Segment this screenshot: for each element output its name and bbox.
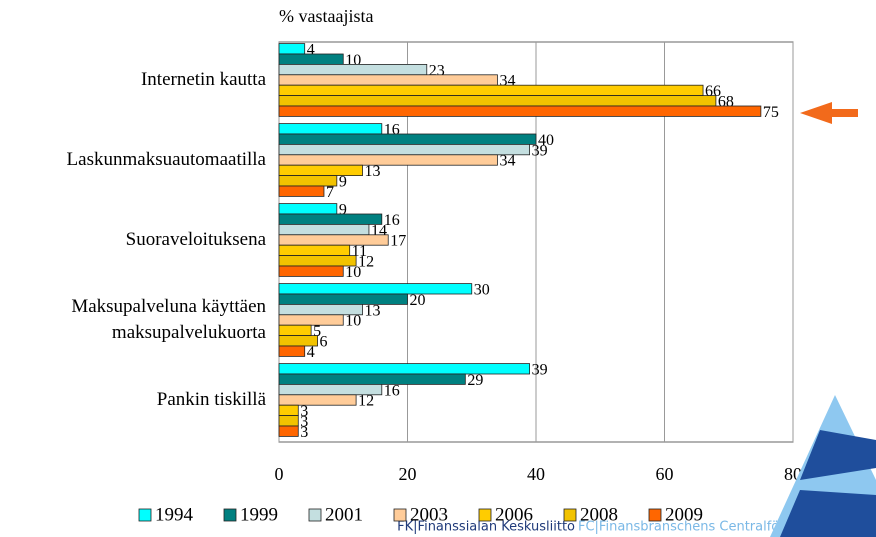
data-label: 16 [384, 382, 400, 399]
bar [278, 234, 389, 246]
bar [278, 363, 530, 375]
legend-swatch [393, 508, 407, 522]
x-tick-label: 40 [527, 464, 545, 484]
bar [278, 164, 363, 176]
arrow [800, 102, 858, 124]
legend-label: 2001 [325, 504, 363, 525]
axis-label: % vastaajista [279, 6, 373, 26]
bar [278, 404, 299, 417]
legend-swatch [223, 508, 237, 522]
data-label: 9 [339, 201, 347, 218]
data-label: 39 [532, 361, 548, 378]
logo [770, 395, 876, 537]
y-tick-label: Suoraveloituksena [125, 229, 266, 250]
data-label: 12 [358, 253, 374, 270]
y-tick-label: Maksupalveluna käyttäen maksupalvelukuor… [71, 296, 266, 343]
data-label: 39 [532, 142, 548, 159]
data-label: 16 [384, 212, 400, 229]
bar [278, 324, 312, 337]
data-label: 17 [390, 233, 406, 250]
legend-label: 1999 [240, 504, 278, 525]
data-label: 10 [345, 313, 361, 330]
bar [278, 223, 370, 236]
bar [278, 105, 762, 117]
bar [278, 213, 383, 225]
data-label: 3 [300, 424, 308, 441]
legend-swatch [138, 508, 152, 522]
data-label: 30 [474, 281, 490, 298]
bar [278, 425, 299, 437]
data-label: 3 [300, 403, 308, 420]
bar [278, 203, 338, 215]
data-label: 34 [499, 153, 515, 170]
bar [278, 185, 325, 197]
data-label: 7 [326, 184, 334, 201]
legend-swatch [478, 508, 492, 522]
legend-label: 2009 [665, 504, 703, 525]
data-label: 20 [410, 292, 426, 309]
data-label: 4 [307, 41, 315, 58]
bar [278, 345, 306, 357]
data-label: 40 [538, 132, 554, 149]
bar [278, 133, 537, 145]
data-label: 13 [365, 163, 381, 180]
y-tick-label: Internetin kautta [140, 69, 266, 90]
x-tick-label: 60 [656, 464, 674, 484]
data-label: 12 [358, 393, 374, 410]
footer-left: FK|Finanssialan Keskusliitto [397, 520, 575, 535]
bar [278, 283, 473, 295]
legend-swatch [648, 508, 662, 522]
x-tick-label: 0 [275, 464, 284, 484]
legend-label: 2006 [495, 504, 533, 525]
bar [278, 74, 498, 86]
legend-swatch [308, 508, 322, 522]
bar [278, 84, 704, 96]
bar [278, 415, 299, 427]
bar [278, 154, 498, 166]
data-label: 10 [345, 264, 361, 281]
legend-label: 2008 [580, 504, 618, 525]
data-label: 3 [300, 413, 308, 430]
x-tick-label: 20 [399, 464, 417, 484]
y-tick-label: Pankin tiskillä [156, 389, 266, 410]
data-label: 75 [763, 104, 779, 121]
bar [278, 95, 717, 107]
bar [278, 293, 408, 305]
data-label: 4 [307, 344, 315, 361]
legend-label: 2003 [410, 504, 448, 525]
data-label: 6 [320, 333, 328, 350]
y-tick-label: Laskunmaksuautomaatilla [66, 149, 266, 170]
data-label: 13 [365, 302, 381, 319]
data-label: 5 [313, 323, 321, 340]
legend-label: 1994 [155, 504, 194, 525]
data-label: 9 [339, 173, 347, 190]
bar [278, 314, 344, 326]
bar [278, 64, 428, 76]
bar [278, 373, 466, 385]
legend-swatch [563, 508, 577, 522]
bar [278, 244, 351, 256]
bar [278, 43, 306, 55]
bar [278, 53, 344, 65]
bar [278, 123, 383, 135]
bar [278, 394, 357, 406]
footer-right: FC|Finansbranschens Centralförbund [578, 520, 818, 535]
bar [278, 143, 530, 156]
data-label: 29 [467, 372, 483, 389]
bar [278, 265, 344, 277]
